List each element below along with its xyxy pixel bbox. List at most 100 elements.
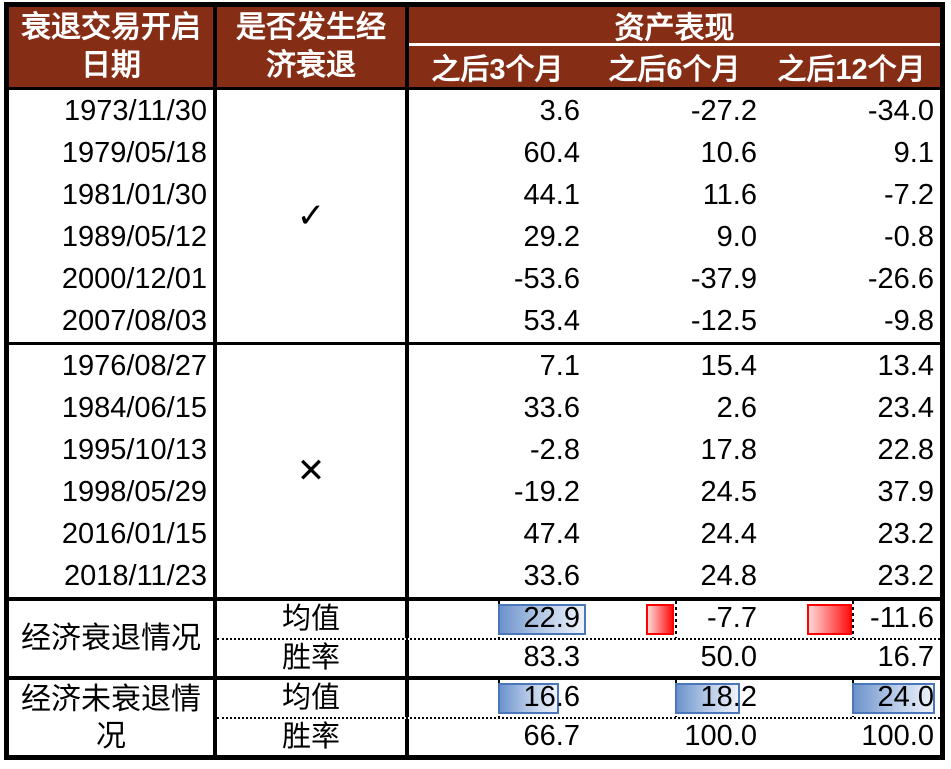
value-3m: 53.4 — [523, 305, 580, 337]
winrate-value: 50.0 — [700, 641, 757, 673]
table-row: 60.4 10.6 9.1 — [409, 132, 940, 174]
value-12m: 23.2 — [877, 560, 934, 592]
table-row: 7.1 15.4 13.4 — [409, 345, 940, 387]
winrate-cell-6m: 100.0 — [586, 719, 763, 755]
value-3m: 33.6 — [523, 392, 580, 424]
winrate-value: 83.3 — [523, 641, 580, 673]
mean-value: -11.6 — [870, 602, 934, 634]
date-cell: 1984/06/15 — [61, 392, 207, 424]
recession-yes-cell: ✓ — [217, 90, 409, 342]
summary-recession-label: 经济衰退情况 — [9, 601, 217, 676]
winrate-value: 66.7 — [523, 720, 580, 752]
table-row: -19.2 24.5 37.9 — [409, 471, 940, 513]
recession-yes-dates: 1973/11/30 1979/05/18 1981/01/30 1989/05… — [9, 90, 217, 342]
date-cell: 2018/11/23 — [64, 560, 207, 592]
mean-value: -7.7 — [707, 602, 757, 634]
date-cell: 1979/05/18 — [61, 137, 207, 169]
check-icon: ✓ — [296, 197, 326, 235]
value-3m: -19.2 — [513, 476, 580, 508]
header-period-12m: 之后12个月 — [777, 54, 926, 86]
value-6m: -37.9 — [690, 263, 757, 295]
table-row: 44.1 11.6 -7.2 — [409, 174, 940, 216]
date-cell: 1981/01/30 — [61, 179, 207, 211]
value-3m: 33.6 — [523, 560, 580, 592]
value-6m: 11.6 — [702, 179, 757, 211]
value-12m: -26.6 — [867, 263, 934, 295]
header-asset-title: 资产表现 — [409, 7, 940, 46]
mean-row: 均值 16.6 18.2 24.0 — [217, 680, 940, 717]
value-6m: -27.2 — [690, 95, 757, 127]
value-6m: 15.4 — [700, 350, 757, 382]
table-row: 33.6 2.6 23.4 — [409, 387, 940, 429]
value-12m: -0.8 — [884, 221, 934, 253]
value-3m: 47.4 — [523, 518, 580, 550]
value-3m: 44.1 — [523, 179, 580, 211]
value-6m: 24.5 — [700, 476, 757, 508]
value-6m: 9.0 — [716, 221, 757, 253]
winrate-value: 100.0 — [861, 720, 934, 752]
header-date-line2: 日期 — [81, 49, 141, 82]
value-3m: 3.6 — [539, 95, 580, 127]
value-3m: -2.8 — [530, 434, 580, 466]
recession-no-values: 7.1 15.4 13.4 33.6 2.6 23.4 -2.8 17.8 22… — [409, 345, 940, 597]
header-asset-group: 资产表现 之后3个月 之后6个月 之后12个月 — [409, 7, 940, 87]
date-cell: 2007/08/03 — [61, 305, 207, 337]
winrate-cell-12m: 16.7 — [763, 640, 940, 676]
value-12m: -9.8 — [884, 305, 934, 337]
mean-value: 22.9 — [523, 602, 580, 634]
winrate-cell-3m: 83.3 — [409, 640, 586, 676]
winrate-cell-6m: 50.0 — [586, 640, 763, 676]
table-row: -53.6 -37.9 -26.6 — [409, 258, 940, 300]
value-6m: 17.8 — [700, 434, 757, 466]
winrate-row-label: 胜率 — [217, 719, 409, 755]
date-cell: 1989/05/12 — [61, 221, 207, 253]
winrate-row: 胜率 66.7 100.0 100.0 — [217, 717, 940, 755]
mean-row: 均值 22.9 -7.7 -11.6 — [217, 601, 940, 638]
table-row: 53.4 -12.5 -9.8 — [409, 300, 940, 342]
value-12m: 13.4 — [877, 350, 934, 382]
table-row: 29.2 9.0 -0.8 — [409, 216, 940, 258]
value-3m: -53.6 — [513, 263, 580, 295]
mean-row-label: 均值 — [217, 680, 409, 717]
header-date-line1: 衰退交易开启 — [21, 11, 201, 44]
date-cell: 1995/10/13 — [61, 434, 207, 466]
mean-cell-3m: 22.9 — [409, 601, 586, 638]
header-period-3m: 之后3个月 — [431, 54, 564, 86]
recession-no-cell: ✕ — [217, 345, 409, 597]
recession-no-block: 1976/08/27 1984/06/15 1995/10/13 1998/05… — [9, 342, 940, 597]
value-6m: 24.8 — [700, 560, 757, 592]
date-cell: 1976/08/27 — [61, 350, 207, 382]
date-cell: 1973/11/30 — [64, 95, 207, 127]
value-6m: 10.6 — [700, 137, 757, 169]
summary-recession-rows: 均值 22.9 -7.7 -11.6 胜率 — [217, 601, 940, 676]
date-cell: 2000/12/01 — [61, 263, 207, 295]
winrate-row-label: 胜率 — [217, 640, 409, 676]
recession-trades-table: 衰退交易开启 日期 是否发生经 济衰退 资产表现 之后3个月 之后6个月 之后1… — [4, 2, 945, 760]
header-recession-col: 是否发生经 济衰退 — [217, 7, 409, 87]
winrate-cell-12m: 100.0 — [763, 719, 940, 755]
header-recession-line2: 济衰退 — [266, 49, 356, 82]
table-row: 33.6 24.8 23.2 — [409, 555, 940, 597]
winrate-value: 100.0 — [684, 720, 757, 752]
databar-axis — [674, 601, 677, 638]
mean-cell-3m: 16.6 — [409, 680, 586, 717]
recession-yes-block: 1973/11/30 1979/05/18 1981/01/30 1989/05… — [9, 90, 940, 342]
databar — [497, 604, 586, 635]
mean-cell-12m: -11.6 — [763, 601, 940, 638]
databar — [497, 683, 560, 714]
mean-row-label: 均值 — [217, 601, 409, 638]
cross-icon: ✕ — [296, 452, 326, 490]
mean-cell-6m: -7.7 — [586, 601, 763, 638]
databar — [646, 604, 675, 635]
summary-recession: 经济衰退情况 均值 22.9 -7.7 -11.6 — [9, 597, 940, 676]
value-12m: 37.9 — [877, 476, 934, 508]
value-3m: 7.1 — [539, 350, 580, 382]
recession-yes-values: 3.6 -27.2 -34.0 60.4 10.6 9.1 44.1 11.6 … — [409, 90, 940, 342]
value-12m: 23.2 — [877, 518, 934, 550]
table-row: 47.4 24.4 23.2 — [409, 513, 940, 555]
mean-value: 16.6 — [523, 681, 580, 713]
summary-no-recession-rows: 均值 16.6 18.2 24.0 胜率 — [217, 680, 940, 755]
table-header: 衰退交易开启 日期 是否发生经 济衰退 资产表现 之后3个月 之后6个月 之后1… — [9, 7, 940, 90]
value-12m: 23.4 — [877, 392, 934, 424]
summary-no-recession-label: 经济未衰退情况 — [9, 680, 217, 755]
